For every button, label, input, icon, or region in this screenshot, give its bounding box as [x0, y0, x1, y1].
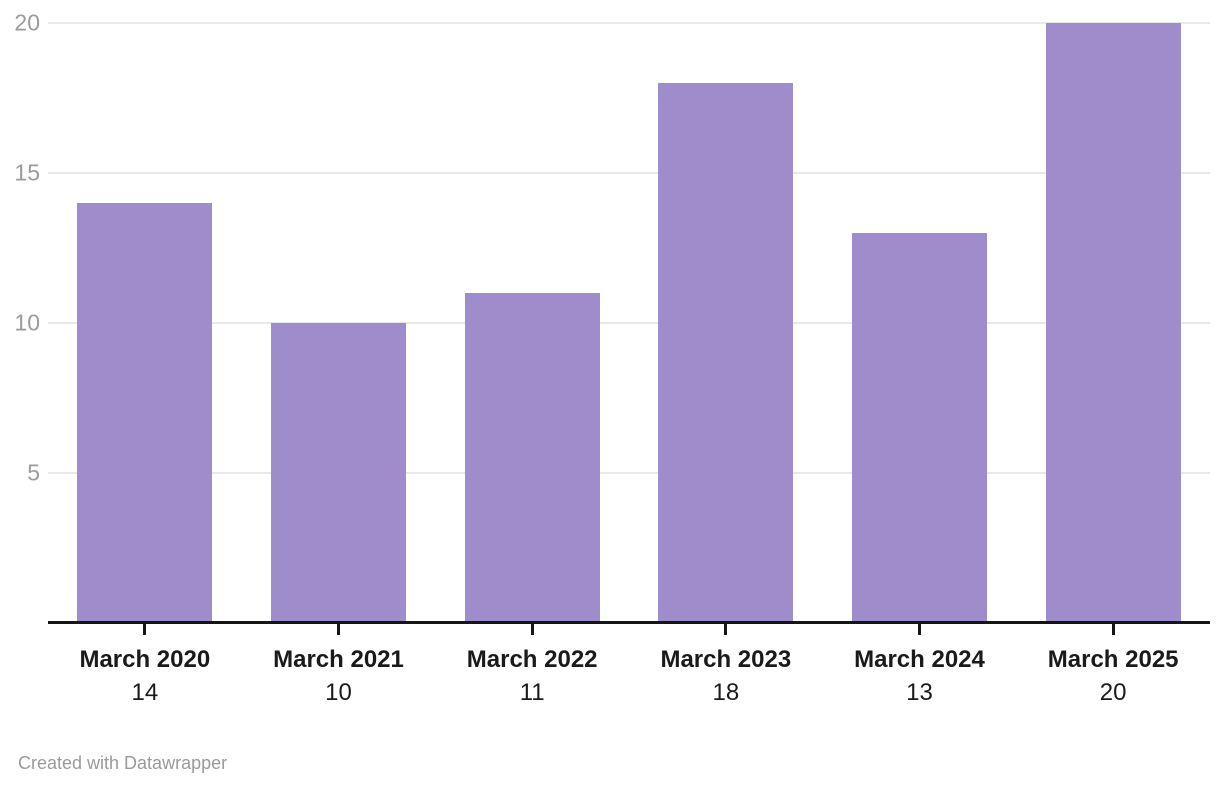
- bar: [852, 233, 987, 623]
- y-axis-tick-label: 15: [14, 159, 40, 186]
- bar-value-label: 18: [712, 679, 740, 706]
- bar-value-label: 13: [906, 679, 933, 706]
- x-axis-category-label: March 2020: [79, 646, 211, 673]
- x-axis-tick-mark: [530, 624, 534, 635]
- x-axis-tick-mark: [337, 624, 340, 635]
- x-axis-category-label: March 2021: [273, 646, 404, 673]
- bar-value-label: 14: [131, 679, 159, 706]
- x-axis-baseline: [48, 621, 1210, 624]
- gridline: [48, 172, 1210, 174]
- bar: [658, 83, 794, 623]
- x-axis-category-label: March 2024: [854, 646, 985, 673]
- gridline: [48, 22, 1210, 24]
- y-axis-tick-label: 5: [27, 459, 40, 486]
- bar: [271, 323, 406, 623]
- x-axis-category-label: March 2023: [660, 646, 792, 673]
- bar-value-label: 11: [519, 679, 545, 706]
- datawrapper-credit: Created with Datawrapper: [18, 753, 228, 773]
- bar-value-label: 10: [325, 679, 352, 706]
- bar: [77, 203, 213, 623]
- bar: [1045, 23, 1181, 623]
- y-axis-tick-label: 20: [14, 9, 40, 36]
- x-axis-tick-mark: [918, 624, 921, 635]
- gridline: [48, 322, 1210, 324]
- bar: [464, 293, 600, 623]
- bar-value-label: 20: [1099, 679, 1127, 706]
- x-axis-category-label: March 2022: [466, 646, 598, 673]
- x-axis-tick-mark: [1111, 624, 1115, 635]
- x-axis-tick-mark: [143, 624, 147, 635]
- gridline: [48, 472, 1210, 474]
- y-axis-tick-label: 10: [14, 309, 40, 336]
- x-axis-tick-mark: [724, 624, 728, 635]
- x-axis-category-label: March 2025: [1047, 646, 1179, 673]
